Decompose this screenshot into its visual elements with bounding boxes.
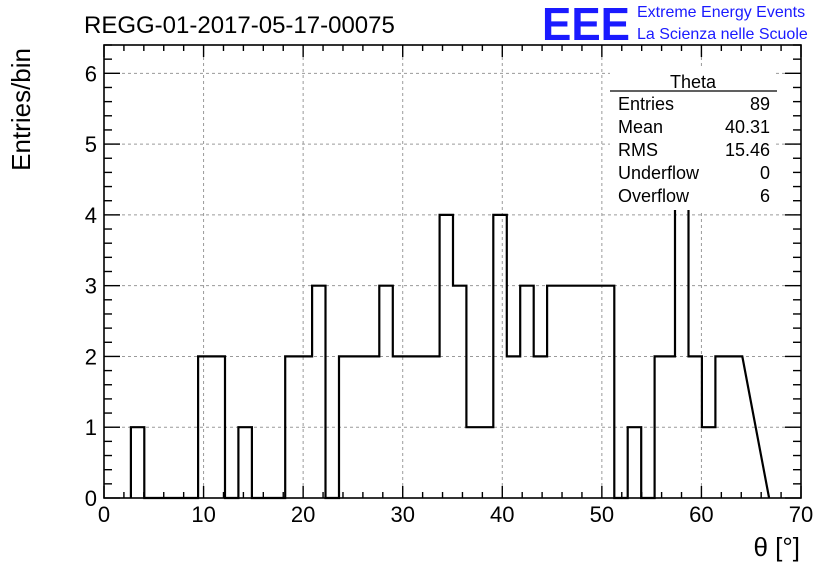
stats-value-entries: 89 [750,94,770,114]
run-title: REGG-01-2017-05-17-00075 [84,12,395,39]
stats-value-overflow: 6 [760,186,770,206]
x-tick-label: 0 [98,502,110,527]
stats-rows: Entries 89 Mean 40.31 RMS 15.46 Underflow 0 Over… [618,94,770,206]
stats-value-underflow: 0 [760,163,770,183]
stats-value-rms: 15.46 [725,140,770,160]
stats-value-mean: 40.31 [725,117,770,137]
x-tick-label: 50 [590,502,614,527]
stats-label-overflow: Overflow [618,186,690,206]
axis-ticks [103,44,802,499]
eee-logo: EEE Extreme Energy Events La Scienza nel… [542,0,808,50]
x-tick-labels: 0 10 20 30 40 50 60 70 [98,502,813,527]
stats-label-underflow: Underflow [618,163,700,183]
histogram-series-theta [129,72,771,500]
stats-label-rms: RMS [618,140,658,160]
y-tick-label: 0 [85,486,97,511]
x-axis-title: θ [°] [753,532,800,562]
x-tick-label: 20 [291,502,315,527]
x-tick-label: 60 [689,502,713,527]
logo-line-1: Extreme Energy Events [637,4,805,21]
x-tick-label: 30 [390,502,414,527]
stats-label-mean: Mean [618,117,663,137]
y-tick-labels: 0 1 2 3 4 5 6 [85,61,97,511]
y-tick-label: 6 [85,61,97,86]
stats-label-entries: Entries [618,94,674,114]
y-tick-label: 2 [85,344,97,369]
y-tick-label: 4 [85,203,97,228]
x-tick-label: 10 [191,502,215,527]
y-tick-label: 3 [85,274,97,299]
stats-box: Theta Entries 89 Mean 40.31 RMS 15.46 Underflo… [610,69,777,210]
logo-line-2: La Scienza nelle Scuole [637,26,808,43]
y-axis-title: Entries/bin [6,48,36,171]
stats-title: Theta [670,72,717,92]
y-tick-label: 1 [85,415,97,440]
x-tick-label: 40 [490,502,514,527]
x-tick-label: 70 [789,502,813,527]
eee-logo-mark: EEE [542,0,630,50]
y-tick-label: 5 [85,132,97,157]
